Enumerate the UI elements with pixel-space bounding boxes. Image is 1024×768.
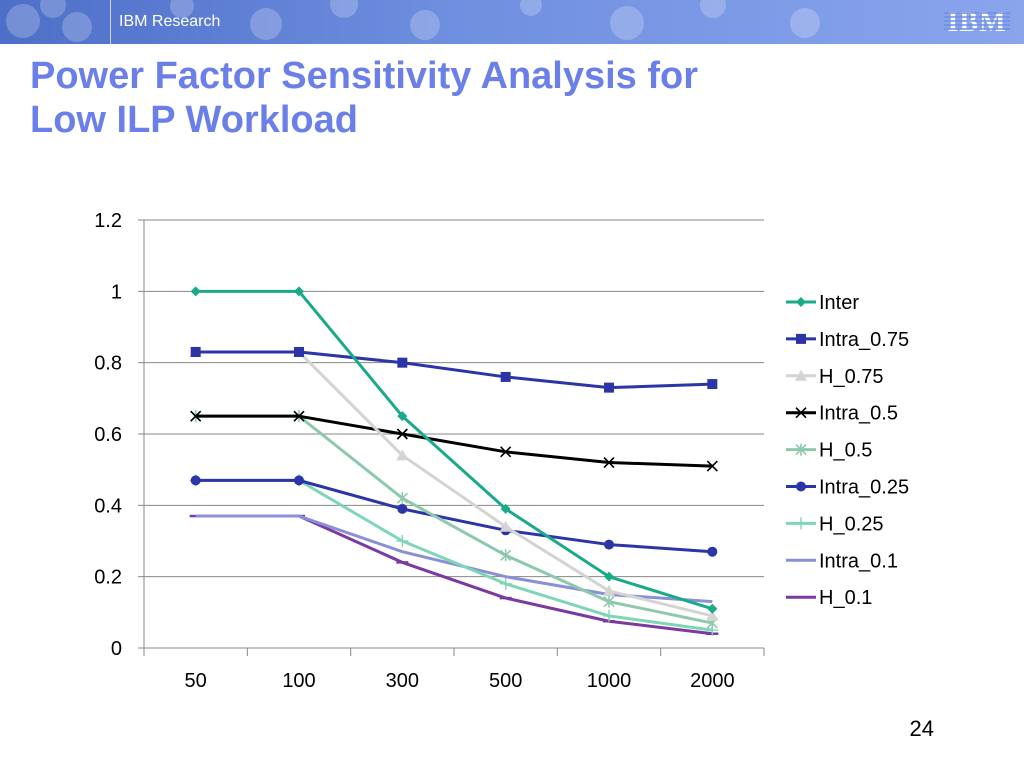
point-inter (397, 411, 408, 422)
series-line-intra-0-25 (195, 478, 713, 554)
y-tick-label: 0.6 (94, 424, 122, 446)
point-h-0-25 (603, 609, 615, 622)
x-tick-label: 300 (386, 670, 419, 692)
point-intra-0-5 (293, 410, 305, 422)
legend-label-intra-0-75: Intra_0.75 (819, 329, 909, 351)
point-intra-0-75 (397, 357, 408, 368)
legend-marker-intra-0-5 (795, 407, 807, 419)
slide-title-line-2: Low ILP Workload (30, 99, 358, 141)
slide-title: Power Factor Sensitivity Analysis for Lo… (30, 54, 930, 142)
point-h-0-5 (396, 492, 408, 505)
y-tick-label: 0.8 (94, 353, 122, 375)
point-inter (707, 603, 718, 614)
series-line-intra-0-75 (195, 350, 713, 390)
point-intra-0-5 (603, 456, 615, 469)
y-tick-label: 0.4 (94, 495, 122, 517)
x-tick-label: 1000 (587, 670, 632, 692)
point-h-0-75 (706, 609, 719, 621)
point-intra-0-75 (500, 371, 511, 382)
y-tick-label: 1 (111, 281, 122, 303)
point-h-0-75 (603, 584, 615, 596)
point-intra-0-5 (190, 410, 202, 422)
point-intra-0-25 (707, 546, 718, 557)
slide-title-line-1: Power Factor Sensitivity Analysis for (30, 55, 699, 97)
ibm-logo: IBM (944, 7, 1010, 36)
point-intra-0-5 (396, 428, 408, 440)
point-intra-0-25 (604, 539, 614, 550)
point-inter (190, 286, 201, 297)
point-inter (294, 286, 304, 297)
legend-label-intra-0-25: Intra_0.25 (819, 477, 909, 499)
point-intra-0-75 (294, 346, 304, 357)
point-intra-0-25 (190, 475, 201, 486)
point-intra-0-5 (500, 446, 512, 458)
brand-label: IBM Research (110, 0, 220, 44)
x-tick-label: 500 (489, 670, 522, 692)
legend-label-intra-0-1: Intra_0.1 (819, 550, 898, 572)
legend-marker-intra-0-75 (796, 333, 806, 344)
legend-marker-h-0-75 (795, 369, 807, 381)
y-tick-label: 0.2 (94, 567, 122, 589)
point-h-0-75 (396, 449, 409, 461)
series-line-intra-0-1 (195, 514, 713, 604)
legend-marker-inter (796, 297, 806, 307)
y-tick-label: 0 (111, 638, 122, 660)
legend-label-h-0-1: H_0.1 (819, 587, 872, 609)
series-line-intra-0-5 (195, 414, 713, 468)
legend-label-h-0-5: H_0.5 (819, 440, 872, 462)
point-inter (604, 571, 614, 582)
series-line-inter (195, 289, 713, 611)
point-intra-0-75 (604, 382, 614, 393)
legend-marker-h-0-5 (795, 443, 807, 456)
x-tick-label: 2000 (690, 670, 735, 692)
point-intra-0-25 (294, 475, 304, 486)
legend-label-intra-0-5: Intra_0.5 (819, 403, 898, 425)
point-h-0-5 (500, 549, 512, 562)
point-h-0-25 (396, 535, 409, 547)
legend-label-h-0-25: H_0.25 (819, 513, 884, 535)
point-h-0-25 (499, 577, 512, 590)
point-intra-0-25 (397, 503, 408, 514)
x-tick-label: 100 (282, 670, 315, 692)
header-bar: IBM Research IBM (0, 0, 1024, 44)
legend-marker-intra-0-25 (796, 481, 806, 492)
point-inter (500, 503, 511, 514)
legend-label-h-0-75: H_0.75 (819, 366, 884, 388)
point-h-0-5 (603, 595, 615, 608)
point-h-0-75 (499, 520, 512, 532)
point-intra-0-5 (706, 460, 718, 472)
point-intra-0-75 (190, 346, 201, 357)
page-number: 24 (909, 716, 934, 741)
y-tick-label: 1.2 (94, 210, 122, 232)
legend-label-inter: Inter (819, 292, 859, 314)
series-line-h-0-1 (195, 514, 713, 636)
legend-marker-h-0-25 (795, 517, 807, 530)
x-tick-label: 50 (185, 670, 207, 692)
point-intra-0-75 (707, 379, 718, 390)
